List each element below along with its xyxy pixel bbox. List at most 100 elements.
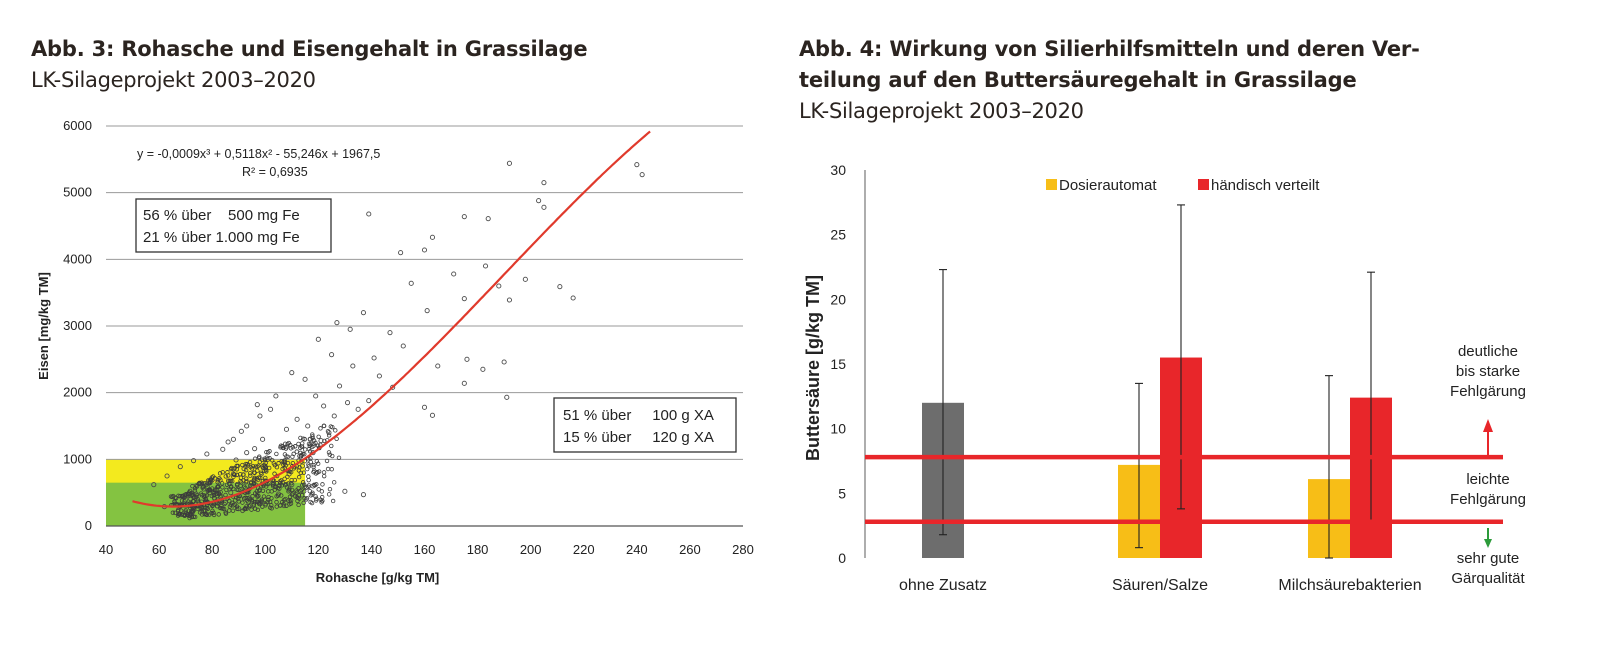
y-tick-label: 15 bbox=[830, 356, 846, 372]
data-point bbox=[360, 310, 367, 316]
data-point bbox=[522, 276, 528, 282]
abb4-chart: 0 5 10 15 20 25 30 Buttersäure [g/kg TM] ohne Zu… bbox=[803, 162, 1526, 594]
data-point bbox=[311, 438, 317, 443]
data-point bbox=[259, 500, 264, 505]
data-point bbox=[223, 492, 228, 498]
data-point bbox=[238, 428, 244, 434]
data-point bbox=[219, 494, 224, 499]
x-tick-label: 40 bbox=[99, 542, 113, 557]
data-point bbox=[485, 216, 491, 222]
data-point bbox=[306, 477, 311, 483]
data-point bbox=[282, 458, 287, 463]
data-point bbox=[294, 416, 300, 422]
data-point bbox=[222, 501, 227, 507]
data-point bbox=[304, 495, 310, 501]
data-point bbox=[506, 160, 512, 166]
data-point bbox=[212, 491, 217, 496]
data-point bbox=[265, 499, 270, 505]
data-point bbox=[421, 247, 428, 253]
data-point bbox=[255, 494, 260, 499]
data-point bbox=[257, 454, 262, 459]
data-point bbox=[461, 296, 467, 302]
data-point bbox=[210, 486, 215, 491]
data-point bbox=[296, 502, 301, 508]
data-point bbox=[206, 480, 212, 486]
data-point bbox=[355, 406, 361, 412]
y-tick-label: 0 bbox=[85, 518, 92, 533]
data-point bbox=[190, 483, 195, 489]
data-point bbox=[307, 449, 313, 454]
data-point bbox=[302, 447, 308, 452]
data-point bbox=[209, 511, 214, 516]
data-point bbox=[310, 492, 315, 497]
data-point bbox=[283, 446, 289, 451]
x-tick-label: 80 bbox=[205, 542, 219, 557]
data-point bbox=[245, 462, 250, 467]
legend-swatch bbox=[1046, 179, 1057, 190]
x-tick-label: 280 bbox=[732, 542, 754, 557]
data-point bbox=[207, 479, 213, 485]
y-tick-label: 2000 bbox=[63, 385, 92, 400]
data-point bbox=[429, 412, 436, 418]
data-point bbox=[242, 496, 247, 501]
data-point bbox=[326, 450, 332, 455]
data-point bbox=[252, 506, 258, 511]
data-point bbox=[263, 503, 268, 508]
data-point bbox=[204, 505, 210, 510]
data-point bbox=[306, 462, 311, 467]
data-point bbox=[504, 394, 510, 400]
data-point bbox=[313, 494, 318, 499]
data-point bbox=[306, 474, 311, 479]
data-point bbox=[188, 509, 194, 514]
data-point bbox=[218, 489, 223, 495]
data-point bbox=[201, 487, 206, 492]
data-point bbox=[219, 481, 225, 486]
x-tick-label: 120 bbox=[307, 542, 329, 557]
data-point bbox=[421, 404, 428, 410]
data-point bbox=[223, 474, 228, 479]
data-point bbox=[315, 461, 321, 466]
data-point bbox=[301, 470, 307, 475]
data-point bbox=[429, 234, 436, 240]
data-point bbox=[282, 441, 288, 446]
data-point bbox=[296, 486, 301, 491]
data-point bbox=[312, 483, 318, 488]
data-point bbox=[274, 494, 279, 499]
data-point bbox=[287, 502, 292, 507]
data-point bbox=[254, 402, 260, 408]
iron-summary-line-1: 56 % über 500 mg Fe bbox=[143, 207, 300, 224]
data-point bbox=[191, 495, 197, 500]
zone-label-2: Fehlgärung bbox=[1450, 491, 1526, 508]
data-point bbox=[231, 486, 236, 492]
data-point bbox=[290, 454, 295, 459]
data-point bbox=[287, 499, 292, 504]
data-point bbox=[234, 472, 240, 478]
x-tick-label: 140 bbox=[361, 542, 383, 557]
r-squared-label: R² = 0,6935 bbox=[242, 165, 308, 179]
data-point bbox=[227, 478, 232, 484]
data-point bbox=[168, 494, 174, 499]
data-point bbox=[248, 481, 254, 486]
data-point bbox=[333, 428, 338, 433]
data-point bbox=[197, 480, 202, 486]
data-point bbox=[209, 475, 214, 480]
data-point bbox=[282, 476, 287, 482]
data-point bbox=[172, 499, 177, 505]
data-point bbox=[255, 477, 261, 483]
data-point bbox=[188, 496, 193, 502]
data-point bbox=[300, 480, 306, 485]
iron-summary-box: 56 % über 500 mg Fe 21 % über 1.000 mg F… bbox=[135, 198, 332, 253]
data-point bbox=[215, 479, 220, 485]
abb4-title-line-2: teilung auf den Buttersäuregehalt in Gra… bbox=[799, 68, 1357, 92]
data-point bbox=[435, 363, 441, 369]
data-point bbox=[279, 499, 285, 505]
data-point bbox=[265, 481, 270, 487]
category-label: ohne Zusatz bbox=[899, 577, 987, 594]
ash-summary-line-1: 51 % über 100 g XA bbox=[563, 407, 714, 424]
data-point bbox=[308, 499, 313, 505]
y-axis-title: Buttersäure [g/kg TM] bbox=[803, 275, 823, 461]
data-point bbox=[461, 214, 467, 220]
data-point bbox=[259, 457, 265, 462]
y-tick-label: 25 bbox=[830, 227, 846, 243]
data-point bbox=[307, 488, 313, 494]
